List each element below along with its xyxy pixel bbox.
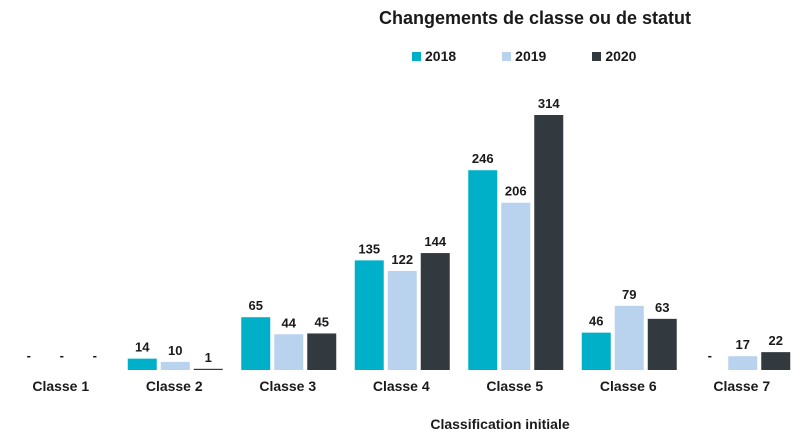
x-tick-label-classe-1: Classe 1 [32, 378, 89, 394]
bar-classe-4-2020 [420, 253, 450, 370]
bar-classe-4-2018 [354, 260, 384, 370]
bar-classe-3-2020 [307, 333, 337, 370]
x-tick-label-classe-7: Classe 7 [713, 378, 770, 394]
missing-label-classe-1-2020: - [93, 348, 97, 363]
data-label-classe-3-2018: 65 [249, 298, 263, 313]
bar-classe-3-2018 [241, 317, 271, 370]
data-label-classe-6-2019: 79 [622, 287, 636, 302]
data-label-classe-3-2019: 44 [282, 315, 297, 330]
legend-item-2019: 2019 [502, 48, 546, 64]
data-label-classe-5-2020: 314 [538, 96, 560, 111]
legend-item-2020: 2020 [592, 48, 636, 64]
x-tick-label-classe-3: Classe 3 [259, 378, 316, 394]
bar-classe-5-2020 [534, 115, 564, 370]
legend-swatch-2019 [502, 51, 512, 61]
legend-swatch-2020 [592, 51, 602, 61]
legend-label-2020: 2020 [605, 48, 637, 64]
x-axis-title: Classification initiale [430, 416, 570, 432]
legend-label-2019: 2019 [515, 48, 547, 64]
bar-classe-5-2019 [501, 202, 531, 370]
data-label-classe-5-2018: 246 [472, 151, 494, 166]
bar-classe-5-2018 [468, 170, 498, 370]
bar-classe-3-2019 [274, 334, 304, 370]
bar-classe-6-2019 [614, 305, 644, 370]
x-tick-label-classe-2: Classe 2 [146, 378, 203, 394]
bar-classe-4-2019 [387, 270, 417, 370]
bar-classe-6-2018 [581, 332, 611, 370]
data-label-classe-3-2020: 45 [315, 314, 329, 329]
data-label-classe-6-2018: 46 [589, 314, 603, 329]
data-label-classe-4-2019: 122 [391, 252, 413, 267]
data-label-classe-2-2018: 14 [135, 340, 150, 355]
missing-label-classe-1-2019: - [60, 348, 64, 363]
data-label-classe-7-2019: 17 [736, 337, 750, 352]
missing-label-classe-7-2018: - [708, 348, 712, 363]
legend-label-2018: 2018 [425, 48, 457, 64]
bar-classe-2-2020 [193, 368, 223, 370]
bar-classe-6-2020 [647, 318, 677, 370]
legend-item-2018: 2018 [412, 48, 456, 64]
legend-swatch-2018 [412, 51, 421, 61]
chart-title: Changements de classe ou de statut [378, 8, 692, 28]
bar-classe-2-2019 [160, 361, 190, 370]
legend: 2018 2019 2020 [412, 48, 682, 64]
bar-classe-7-2020 [761, 352, 791, 370]
x-tick-label-classe-5: Classe 5 [486, 378, 543, 394]
data-label-classe-7-2020: 22 [769, 333, 783, 348]
bar-classe-7-2019 [728, 356, 758, 370]
data-label-classe-2-2019: 10 [168, 343, 182, 358]
data-label-classe-5-2019: 206 [505, 184, 527, 199]
bar-classe-2-2018 [127, 358, 157, 370]
data-label-classe-2-2020: 1 [205, 350, 212, 365]
data-label-classe-4-2018: 135 [358, 241, 380, 256]
missing-label-classe-1-2018: - [27, 348, 31, 363]
x-tick-label-classe-4: Classe 4 [373, 378, 430, 394]
data-label-classe-4-2020: 144 [424, 234, 446, 249]
data-label-classe-6-2020: 63 [655, 300, 669, 315]
x-tick-label-classe-6: Classe 6 [600, 378, 657, 394]
